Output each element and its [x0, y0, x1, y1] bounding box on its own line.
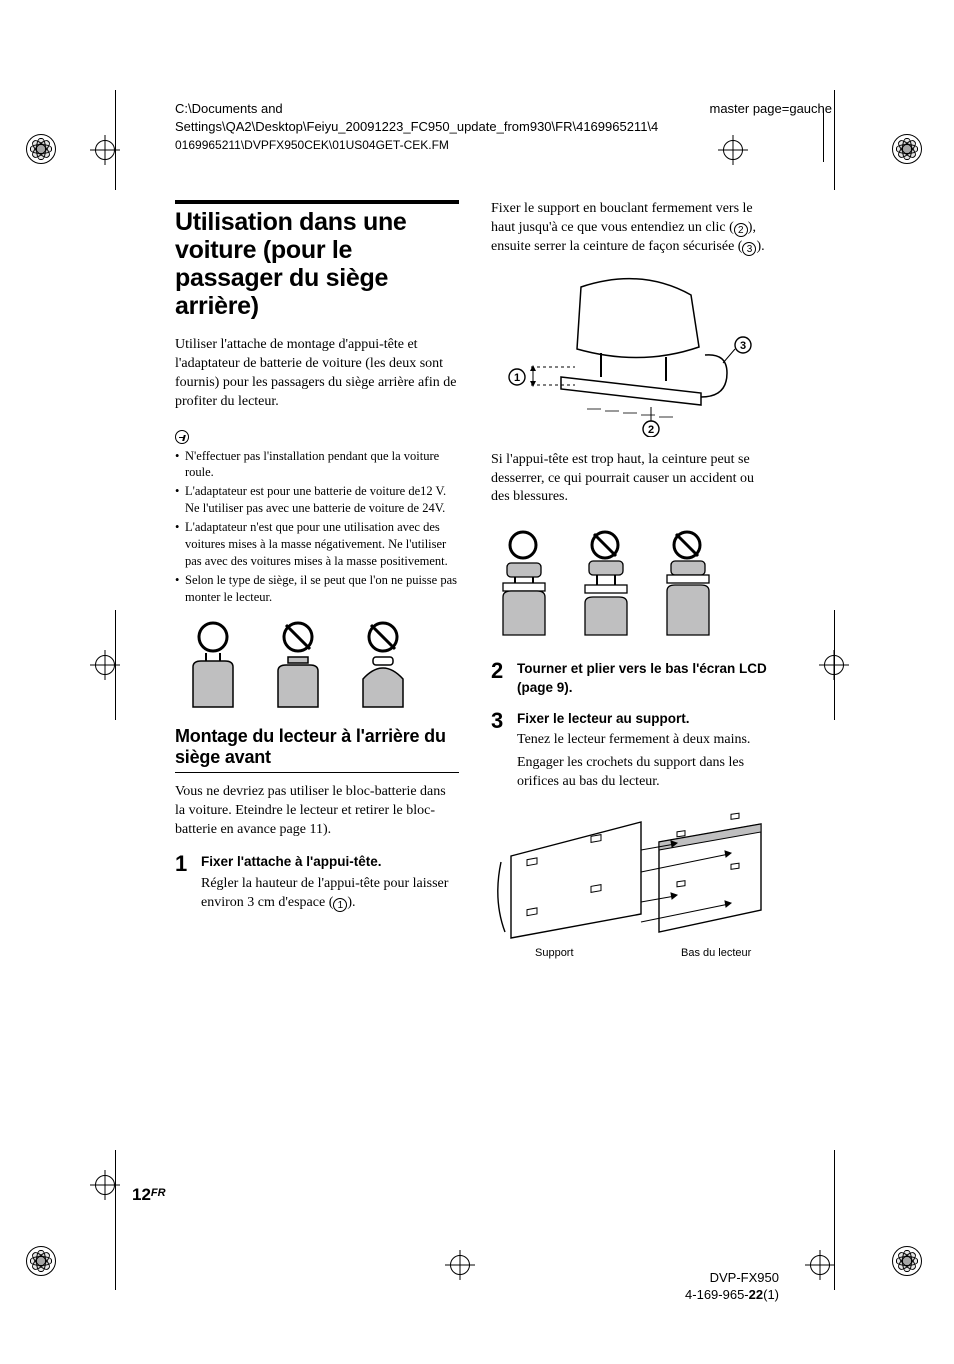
step-number: 2 [491, 660, 509, 682]
crop-mark [95, 655, 115, 682]
note-item: Selon le type de siège, il se peut que l… [175, 572, 459, 606]
header-path1: C:\Documents and [175, 101, 283, 116]
fig-label-right: Bas du lecteur [681, 947, 752, 959]
circled-two-icon: 2 [734, 223, 748, 237]
header-info: C:\Documents and master page=gauche Sett… [175, 100, 832, 153]
col2-intro: Fixer le support en bouclant fermement v… [491, 200, 775, 257]
figure-headrest-bracket: 1 2 3 [491, 277, 775, 437]
step-2: 2 Tourner et plier vers le bas l'écran L… [491, 660, 775, 699]
crop-rosette [888, 1242, 926, 1280]
step-1: 1 Fixer l'attache à l'appui-tête. Régler… [175, 853, 459, 912]
crop-rosette [888, 130, 926, 168]
svg-text:2: 2 [648, 424, 654, 436]
figure-player-mount: Support Bas du lecteur [491, 808, 775, 960]
crop-mark [824, 655, 844, 682]
step-number: 1 [175, 853, 193, 875]
sub-intro: Vous ne devriez pas utiliser le bloc-bat… [175, 783, 459, 840]
header-master: master page=gauche [709, 100, 832, 118]
note-list: N'effectuer pas l'installation pendant q… [175, 448, 459, 608]
crop-mark [95, 1175, 115, 1202]
intro-paragraph: Utiliser l'attache de montage d'appui-tê… [175, 336, 459, 412]
fig-label-left: Support [535, 947, 574, 959]
step-title: Tourner et plier vers le bas l'écran LCD… [517, 660, 775, 696]
left-column: Utilisation dans une voiture (pour le pa… [175, 200, 459, 974]
header-path3: 0169965211\DVPFX950CEK\01US04GET-CEK.FM [175, 137, 832, 153]
circled-one-icon: 1 [333, 898, 347, 912]
right-column: Fixer le support en bouclant fermement v… [491, 200, 775, 974]
crop-rosette [22, 130, 60, 168]
figure-seat-types [175, 617, 459, 712]
crop-mark [810, 1255, 830, 1282]
footer-model: DVP-FX950 [685, 1270, 779, 1287]
title-rule [175, 200, 459, 204]
note-item: L'adaptateur n'est que pour une utilisat… [175, 519, 459, 570]
svg-text:3: 3 [740, 340, 746, 352]
col2-warning: Si l'appui-tête est trop haut, la ceintu… [491, 451, 775, 508]
footer-code: 4-169-965-22(1) [685, 1287, 779, 1302]
subheading: Montage du lecteur à l'arrière du siège … [175, 726, 459, 772]
step-body: Régler la hauteur de l'appui-tête pour l… [201, 875, 459, 913]
header-path2: Settings\QA2\Desktop\Feiyu_20091223_FC95… [175, 118, 832, 136]
header-bracket [818, 108, 824, 162]
crop-rosette [22, 1242, 60, 1280]
note-icon [175, 430, 189, 444]
step-number: 3 [491, 710, 509, 732]
page-number: 12FR [132, 1184, 166, 1207]
step-3: 3 Fixer le lecteur au support. Tenez le … [491, 710, 775, 802]
footer-info: DVP-FX950 4-169-965-22(1) [685, 1270, 779, 1304]
figure-headrest-heights [491, 527, 775, 642]
step-body: Tenez le lecteur fermement à deux mains. [517, 731, 775, 750]
note-item: N'effectuer pas l'installation pendant q… [175, 448, 459, 482]
svg-text:1: 1 [514, 372, 520, 384]
step-title: Fixer le lecteur au support. [517, 710, 775, 728]
step-body: Engager les crochets du support dans les… [517, 754, 775, 792]
page-title: Utilisation dans une voiture (pour le pa… [175, 208, 459, 320]
crop-mark [95, 140, 115, 167]
note-item: L'adaptateur est pour une batterie de vo… [175, 483, 459, 517]
crop-mark [450, 1255, 470, 1282]
circled-three-icon: 3 [742, 242, 756, 256]
step-title: Fixer l'attache à l'appui-tête. [201, 853, 459, 871]
